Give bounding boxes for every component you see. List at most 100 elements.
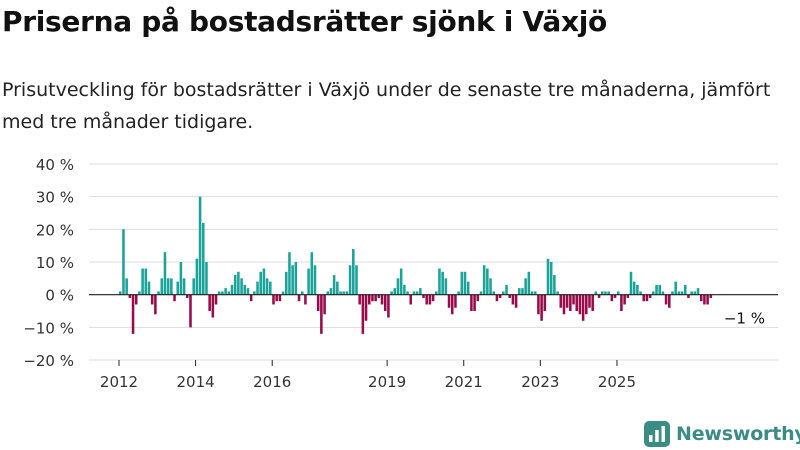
bar	[502, 291, 505, 295]
bar	[569, 294, 572, 311]
bar	[383, 294, 387, 311]
bar	[243, 284, 247, 295]
bar	[441, 271, 444, 295]
bar	[339, 291, 342, 295]
bar	[613, 294, 617, 298]
bar	[348, 265, 352, 295]
bar	[620, 294, 623, 311]
bar	[224, 288, 227, 295]
bar	[425, 294, 428, 305]
bar	[415, 291, 419, 295]
bar	[377, 294, 381, 298]
bar	[221, 291, 224, 295]
bar	[166, 278, 170, 295]
bar	[227, 291, 231, 295]
bar	[511, 294, 515, 305]
bar	[380, 294, 384, 305]
bars	[119, 196, 713, 334]
bar	[316, 294, 320, 311]
bar	[125, 278, 128, 295]
bar	[591, 294, 594, 311]
bar	[578, 294, 582, 315]
bar	[457, 291, 460, 295]
bar	[632, 281, 636, 295]
bar	[355, 265, 358, 295]
bar	[652, 291, 655, 295]
bar	[607, 291, 610, 295]
x-tick-label: 2016	[253, 373, 291, 390]
bar	[307, 268, 310, 295]
bar	[119, 291, 122, 295]
y-axis-labels: −20 % −10 % 0 % 10 % 20 % 30 % 40 %	[23, 156, 74, 370]
bar	[422, 294, 425, 298]
x-tick-label: 2019	[368, 373, 406, 390]
bar	[524, 278, 527, 295]
bar	[131, 294, 135, 334]
bar	[160, 278, 164, 295]
bar	[240, 278, 243, 295]
y-tick-label: 40 %	[36, 156, 74, 174]
bar	[233, 275, 237, 295]
bar	[466, 281, 470, 295]
bar	[470, 294, 473, 311]
bar	[435, 291, 438, 295]
newsworthy-logo: Newsworthy	[644, 419, 800, 449]
bar	[419, 288, 422, 295]
bar	[297, 294, 301, 302]
bar	[706, 294, 709, 305]
bar	[326, 291, 330, 295]
bar	[300, 291, 304, 295]
bar	[201, 222, 205, 295]
bar	[291, 265, 294, 295]
bar	[208, 294, 211, 311]
bar	[677, 291, 681, 295]
bar	[642, 294, 646, 302]
bar	[616, 291, 620, 295]
bar	[173, 294, 176, 302]
y-tick-label: −10 %	[23, 319, 74, 337]
bar	[144, 268, 148, 295]
bar	[447, 294, 451, 308]
bar	[150, 294, 154, 305]
bar	[699, 294, 703, 302]
x-tick-label: 2021	[445, 373, 483, 390]
bar	[361, 294, 365, 334]
bar	[352, 248, 355, 295]
bar	[147, 281, 151, 295]
bar	[310, 252, 314, 295]
bar	[230, 284, 234, 295]
bar	[336, 281, 339, 295]
y-tick-label: −20 %	[23, 352, 74, 370]
bar	[648, 294, 652, 298]
bar	[463, 271, 467, 295]
annotations: −1 %	[724, 310, 765, 328]
bar	[211, 294, 215, 318]
bar	[294, 262, 298, 295]
bar	[272, 294, 275, 305]
bar	[674, 281, 677, 295]
bar	[549, 262, 553, 295]
bar	[585, 294, 588, 315]
bar	[154, 294, 157, 315]
bar	[556, 291, 559, 295]
bar	[460, 271, 464, 295]
bar	[265, 278, 269, 295]
bar	[482, 265, 486, 295]
bar	[253, 291, 256, 295]
bar	[604, 291, 607, 295]
bar	[403, 284, 406, 295]
bar	[367, 294, 371, 305]
bar	[572, 294, 575, 305]
bar	[358, 294, 361, 305]
bar	[527, 271, 531, 295]
bar	[214, 294, 218, 305]
bar	[122, 229, 125, 295]
bar	[170, 278, 173, 295]
bar	[237, 271, 240, 295]
bar	[454, 294, 457, 308]
bar	[345, 291, 349, 295]
bar	[671, 291, 674, 295]
bar	[412, 291, 416, 295]
bar	[281, 291, 285, 295]
bar	[396, 278, 400, 295]
